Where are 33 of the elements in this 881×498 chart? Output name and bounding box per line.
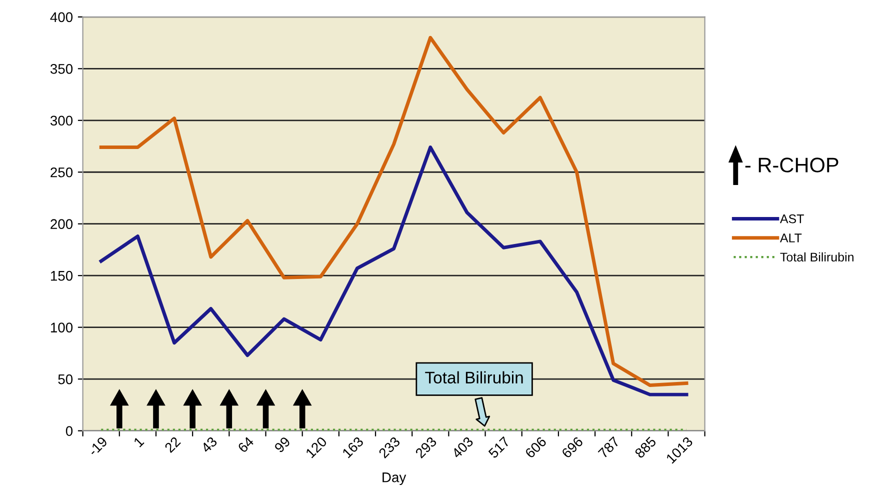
x-tick-label: 696 [561,436,584,459]
x-tick-label: 64 [237,436,254,454]
x-tick-label: 293 [414,436,438,459]
y-tick-label: 300 [50,116,73,126]
legend-label: ALT [780,234,802,242]
y-tick-label: 200 [50,219,73,230]
x-tick-label: 233 [378,436,401,459]
x-tick-label: 403 [451,436,474,459]
legend-label: Total Bilirubin [780,252,854,262]
y-tick-label: 350 [50,64,73,74]
x-tick-label: 517 [488,436,510,459]
x-tick-label: 43 [200,436,218,454]
x-tick-label: 163 [342,436,364,458]
annotation: Total Bilirubin [425,371,523,384]
y-tick-label: 100 [50,322,73,332]
x-tick-label: 787 [598,436,620,459]
legend-label: AST [780,214,804,224]
y-tick-label: 50 [58,374,73,384]
x-tick-label: 120 [305,436,328,458]
y-tick-label: 0 [66,426,73,436]
x-tick-label: 1 [133,436,144,448]
x-tick-label: 606 [524,436,547,459]
x-axis-title: Day [382,472,406,485]
y-tick-label: 150 [50,270,73,281]
x-tick-label: 22 [164,436,181,454]
x-tick-label: 99 [274,436,291,454]
text: - R-CHOP [745,158,838,172]
y-tick-label: 400 [50,12,73,22]
y-tick-label: 250 [50,167,73,178]
line-series [99,36,688,387]
line-series [99,146,688,396]
x-tick-label: -19 [88,436,108,456]
x-tick-label: 885 [634,436,657,459]
